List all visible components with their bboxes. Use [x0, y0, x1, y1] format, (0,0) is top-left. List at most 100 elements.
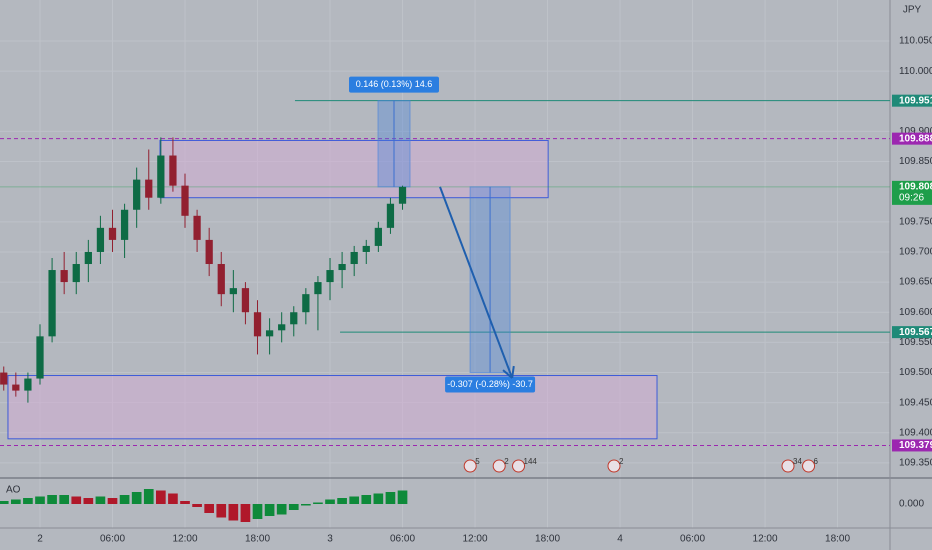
ao-bar [228, 504, 239, 521]
ao-bar [325, 499, 335, 504]
ao-bar [361, 495, 372, 504]
ao-bar [180, 501, 190, 504]
event-icon [512, 459, 526, 473]
measure-label-box [349, 76, 440, 93]
ao-bar [131, 492, 142, 504]
x-tick-label: 12:00 [172, 534, 197, 545]
ao-bar [252, 504, 263, 519]
event-icon [463, 459, 477, 473]
candle-body [398, 186, 407, 204]
ao-bar [349, 496, 360, 504]
ao-bar [397, 490, 408, 504]
event-label: 2 [619, 457, 624, 466]
ao-bar [204, 504, 215, 513]
event-icon [607, 459, 621, 473]
event-icon [802, 459, 816, 473]
event-label: 6 [814, 457, 819, 466]
y-tick-label: 110.000 [899, 66, 932, 77]
ao-bar [47, 495, 57, 504]
x-tick-label: 4 [617, 534, 623, 545]
event-icon [781, 459, 795, 473]
ao-bar [23, 498, 33, 504]
currency-label: JPY [903, 5, 922, 16]
price-label: 109.379 [899, 440, 932, 451]
y-tick-label: 109.650 [899, 277, 932, 288]
ao-bar [71, 496, 82, 504]
candle-body [169, 155, 177, 186]
ao-bar [264, 504, 275, 516]
candle-body [314, 282, 322, 295]
ao-bar [107, 498, 118, 504]
price-countdown: 09:26 [899, 193, 924, 204]
candle-body [157, 155, 165, 198]
ao-bar [10, 499, 21, 504]
arrow [439, 186, 514, 379]
candle-body [302, 294, 310, 313]
price-label-box [892, 439, 932, 452]
candle-body [229, 288, 237, 295]
event-label: 144 [524, 457, 538, 466]
measure-label-box [445, 376, 536, 393]
ao-bar [95, 496, 106, 504]
price-label: 109.808 [899, 182, 932, 193]
price-label-box [892, 180, 932, 205]
x-tick-label: 06:00 [390, 534, 415, 545]
indicator-name: AO [6, 485, 21, 496]
ao-bar [216, 504, 227, 518]
ao-bar [156, 490, 166, 504]
candle-body [193, 215, 201, 240]
x-tick-label: 06:00 [100, 534, 125, 545]
y-tick-label: 109.700 [899, 247, 932, 258]
x-tick-label: 18:00 [825, 534, 850, 545]
candle-body [96, 227, 105, 252]
candle-body [278, 324, 286, 331]
candle-body [145, 179, 153, 198]
price-label: 109.567 [899, 327, 932, 338]
candle-body [120, 209, 129, 240]
candle-body [362, 245, 370, 252]
price-label: 109.888 [899, 133, 932, 144]
y-tick-label: 109.900 [899, 126, 932, 137]
candle-body [72, 264, 80, 283]
ao-bar [0, 501, 9, 504]
ao-bar [59, 495, 70, 504]
y-tick-label: 109.550 [899, 337, 932, 348]
event-label: 2 [504, 457, 509, 466]
y-tick-label: 109.600 [899, 307, 932, 318]
price-label: 109.951 [899, 95, 932, 106]
candle-body [326, 270, 334, 283]
measure-label: -0.307 (-0.28%) -30.7 [447, 379, 533, 389]
candle-body [338, 264, 346, 271]
x-tick-label: 12:00 [753, 534, 778, 545]
event-label: 5 [475, 457, 480, 466]
candle-body [374, 227, 382, 246]
candle-body [265, 330, 274, 337]
zone [159, 139, 549, 199]
candle-body [0, 372, 8, 385]
x-tick-label: 18:00 [245, 534, 270, 545]
candle-body [205, 239, 213, 265]
ao-bar [35, 496, 45, 504]
ao-bar [119, 495, 130, 504]
y-tick-label: 110.050 [899, 36, 932, 47]
x-tick-label: 18:00 [535, 534, 560, 545]
candle-body [241, 288, 250, 313]
candle-body [386, 203, 395, 228]
arrow-head [511, 365, 515, 379]
y-tick-label: 109.850 [899, 156, 932, 167]
zone [7, 375, 658, 440]
candle-body [181, 185, 189, 216]
ao-tick-label: 0.000 [899, 499, 924, 510]
candle-body [290, 312, 298, 325]
ao-bar [276, 504, 287, 515]
price-label-box [892, 326, 932, 339]
ao-bar [83, 498, 94, 504]
y-tick-label: 109.750 [899, 216, 932, 227]
x-tick-label: 2 [37, 534, 43, 545]
ao-bar [385, 492, 396, 504]
ao-bar [143, 489, 154, 504]
ao-bar [240, 504, 251, 522]
